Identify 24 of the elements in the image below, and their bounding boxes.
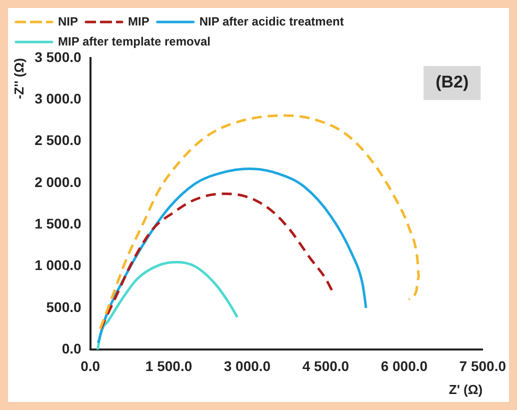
y-tick-label: 500.0: [46, 298, 82, 315]
y-tick-label: 2 500.0: [34, 132, 82, 148]
x-tick-label: 1 500.0: [145, 358, 192, 374]
y-tick-label: 1 000.0: [34, 257, 82, 274]
x-tick-label: 3 000.0: [224, 358, 271, 374]
x-tick-label: 7 500.0: [459, 358, 506, 374]
legend-label: NIP after acidic treatment: [199, 14, 344, 28]
line-series: [99, 114, 420, 330]
y-tick-label: 3 000.0: [34, 90, 82, 107]
x-tick-label: 6 000.0: [380, 358, 428, 374]
legend-label: MIP after template removal: [58, 34, 211, 48]
line-series: [96, 260, 239, 350]
y-axis-title: -Z'' (Ω): [11, 58, 26, 100]
y-tick-label: 1 500.0: [34, 215, 82, 232]
x-axis-title: Z' (Ω): [448, 382, 483, 397]
y-tick-label: 2 000.0: [34, 174, 82, 190]
y-tick-label: 0.0: [62, 340, 82, 356]
legend-label: MIP: [128, 14, 150, 28]
legend-label: NIP: [58, 14, 78, 28]
x-tick-label: 4 500.0: [302, 358, 350, 374]
line-series: [100, 192, 334, 330]
x-tick-label: 0.0: [80, 358, 100, 374]
y-tick-label: 3 500.0: [34, 48, 82, 65]
annotation: (B2): [436, 72, 469, 92]
